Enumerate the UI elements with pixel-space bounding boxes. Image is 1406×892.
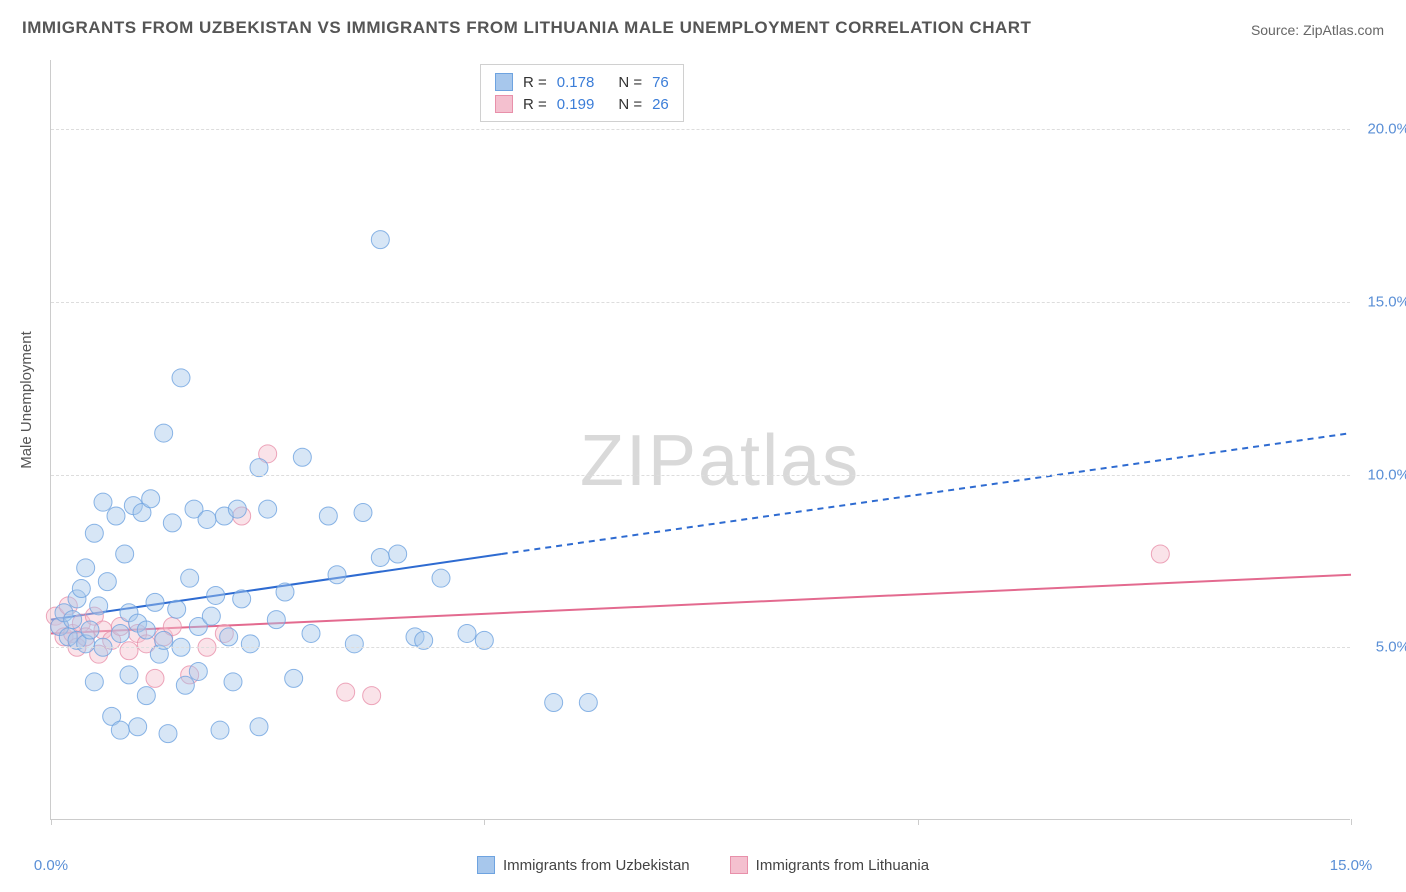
legend-item: Immigrants from Uzbekistan [477,856,690,874]
xtick-mark [51,819,52,825]
n-label: N = [618,96,642,113]
stats-row: R = 0.178 N = 76 [495,71,669,93]
xtick-mark [918,819,919,825]
swatch-icon [495,95,513,113]
swatch-icon [730,856,748,874]
y-axis-label: Male Unemployment [18,331,35,469]
legend-label: Immigrants from Lithuania [756,857,929,874]
ytick-label: 5.0% [1355,639,1406,656]
r-label: R = [523,96,547,113]
source-citation: Source: ZipAtlas.com [1251,22,1384,38]
gridline [51,647,1350,648]
swatch-icon [495,73,513,91]
legend-item: Immigrants from Lithuania [730,856,929,874]
series-legend: Immigrants from Uzbekistan Immigrants fro… [0,856,1406,878]
n-label: N = [618,74,642,91]
source-link[interactable]: ZipAtlas.com [1303,22,1384,38]
n-value: 76 [652,74,669,91]
source-label: Source: [1251,22,1299,38]
gridline [51,475,1350,476]
n-value: 26 [652,96,669,113]
ytick-label: 20.0% [1355,121,1406,138]
gridline [51,302,1350,303]
stats-row: R = 0.199 N = 26 [495,93,669,115]
r-label: R = [523,74,547,91]
legend-label: Immigrants from Uzbekistan [503,857,690,874]
plot-svg [51,60,1350,819]
r-value: 0.178 [557,74,595,91]
chart-title: IMMIGRANTS FROM UZBEKISTAN VS IMMIGRANTS… [22,18,1031,38]
r-value: 0.199 [557,96,595,113]
xtick-mark [484,819,485,825]
plot-area: 5.0%10.0%15.0%20.0%0.0%15.0% [50,60,1350,820]
chart-container: IMMIGRANTS FROM UZBEKISTAN VS IMMIGRANTS… [0,0,1406,892]
swatch-icon [477,856,495,874]
ytick-label: 10.0% [1355,466,1406,483]
xtick-mark [1351,819,1352,825]
stats-legend: R = 0.178 N = 76 R = 0.199 N = 26 [480,64,684,122]
ytick-label: 15.0% [1355,293,1406,310]
gridline [51,129,1350,130]
